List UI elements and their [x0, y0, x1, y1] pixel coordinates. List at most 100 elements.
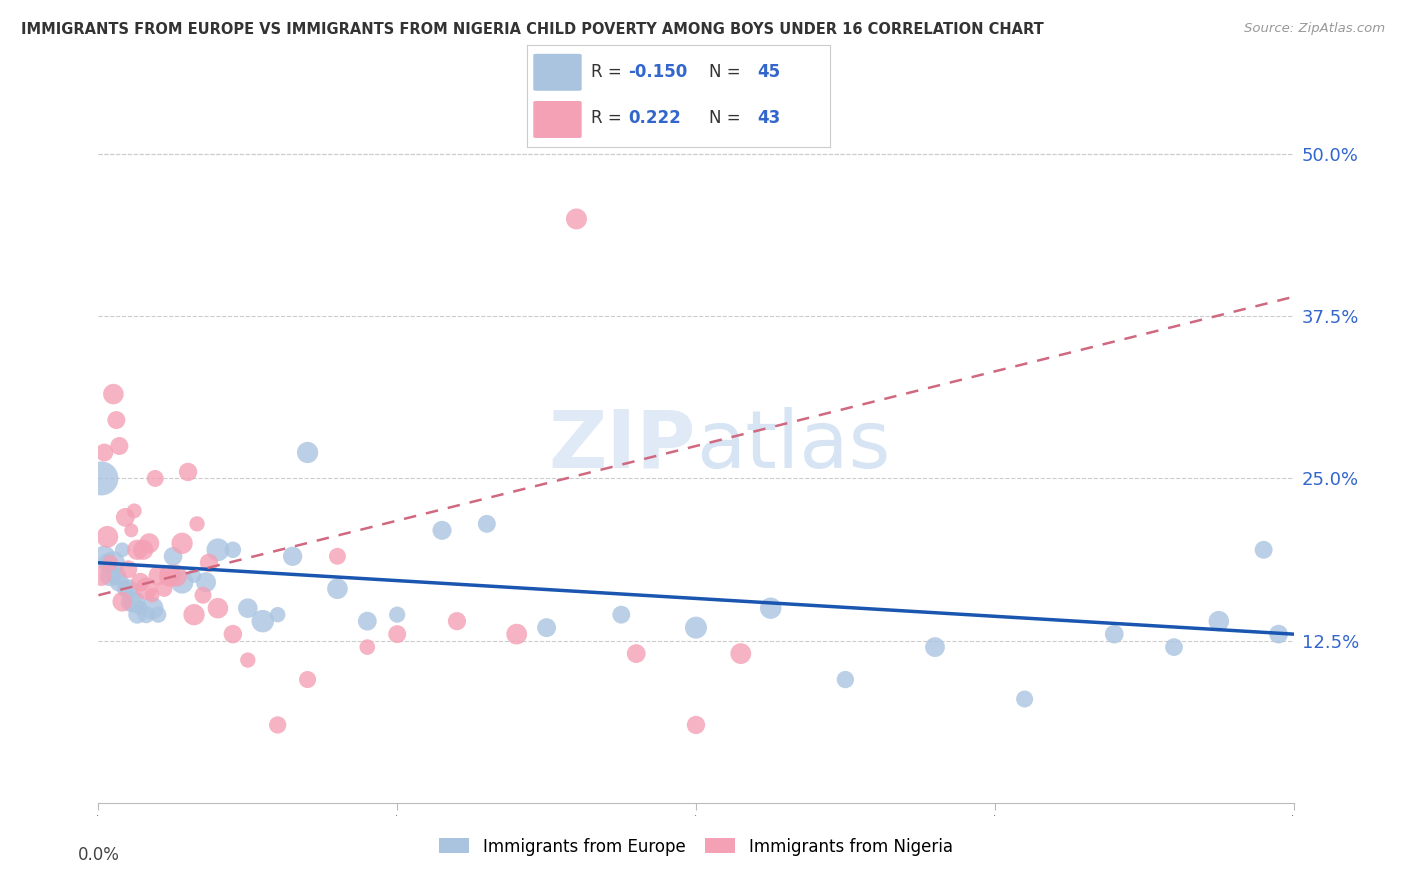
Point — [195, 575, 218, 590]
Point — [1104, 627, 1126, 641]
Point — [430, 524, 453, 538]
Point — [165, 568, 187, 582]
Point — [114, 582, 136, 596]
Point — [132, 542, 155, 557]
Point — [124, 595, 146, 609]
Point — [924, 640, 946, 654]
Point — [98, 568, 122, 582]
Point — [1163, 640, 1185, 654]
Point — [1014, 692, 1036, 706]
Legend: Immigrants from Europe, Immigrants from Nigeria: Immigrants from Europe, Immigrants from … — [433, 831, 959, 863]
Point — [117, 562, 139, 576]
Point — [446, 614, 468, 628]
Point — [222, 627, 245, 641]
Text: R =: R = — [591, 110, 631, 128]
Text: Source: ZipAtlas.com: Source: ZipAtlas.com — [1244, 22, 1385, 36]
Point — [96, 530, 118, 544]
Point — [281, 549, 304, 564]
Point — [356, 640, 378, 654]
Point — [103, 556, 125, 570]
Point — [120, 595, 142, 609]
Point — [385, 607, 409, 622]
Point — [153, 582, 176, 596]
FancyBboxPatch shape — [533, 54, 582, 91]
Text: N =: N = — [709, 110, 745, 128]
Point — [730, 647, 752, 661]
Point — [236, 653, 259, 667]
Point — [141, 588, 163, 602]
Point — [685, 621, 707, 635]
Point — [93, 549, 115, 564]
Point — [385, 627, 409, 641]
Point — [356, 614, 378, 628]
Point — [759, 601, 782, 615]
Point — [111, 595, 134, 609]
Point — [111, 542, 134, 557]
Point — [252, 614, 274, 628]
Point — [198, 556, 221, 570]
Point — [475, 516, 498, 531]
Point — [105, 568, 128, 582]
Point — [90, 568, 112, 582]
Point — [93, 445, 115, 459]
Point — [222, 542, 245, 557]
Text: -0.150: -0.150 — [628, 63, 688, 81]
Point — [834, 673, 856, 687]
Point — [127, 542, 149, 557]
Text: 0.0%: 0.0% — [77, 846, 120, 863]
Point — [297, 673, 319, 687]
Point — [297, 445, 319, 459]
Point — [120, 524, 142, 538]
Point — [172, 536, 194, 550]
Point — [207, 601, 229, 615]
Point — [162, 549, 184, 564]
Text: 0.222: 0.222 — [628, 110, 682, 128]
Point — [103, 387, 125, 401]
Point — [1208, 614, 1230, 628]
Point — [96, 556, 118, 570]
Point — [267, 607, 290, 622]
Text: IMMIGRANTS FROM EUROPE VS IMMIGRANTS FROM NIGERIA CHILD POVERTY AMONG BOYS UNDER: IMMIGRANTS FROM EUROPE VS IMMIGRANTS FRO… — [21, 22, 1043, 37]
Point — [129, 601, 152, 615]
Point — [124, 504, 146, 518]
Point — [159, 568, 181, 582]
Text: ZIP: ZIP — [548, 407, 696, 485]
Point — [685, 718, 707, 732]
Point — [105, 413, 128, 427]
Text: R =: R = — [591, 63, 627, 81]
Point — [191, 588, 214, 602]
Point — [117, 582, 139, 596]
Point — [90, 471, 112, 485]
Point — [141, 601, 163, 615]
Point — [129, 575, 152, 590]
Text: 43: 43 — [756, 110, 780, 128]
FancyBboxPatch shape — [533, 101, 582, 138]
Point — [267, 718, 290, 732]
Point — [536, 621, 558, 635]
Point — [183, 607, 205, 622]
Point — [326, 549, 349, 564]
Text: 45: 45 — [756, 63, 780, 81]
Point — [326, 582, 349, 596]
Point — [183, 568, 205, 582]
Point — [98, 556, 122, 570]
Point — [1253, 542, 1275, 557]
Point — [114, 510, 136, 524]
Point — [565, 211, 588, 226]
Point — [506, 627, 529, 641]
Point — [148, 568, 170, 582]
Point — [626, 647, 648, 661]
Point — [138, 536, 160, 550]
Point — [143, 471, 166, 485]
Point — [108, 575, 131, 590]
Point — [148, 607, 170, 622]
Point — [236, 601, 259, 615]
Point — [135, 582, 157, 596]
Point — [135, 607, 157, 622]
Point — [127, 607, 149, 622]
Point — [186, 516, 208, 531]
Point — [207, 542, 229, 557]
Text: atlas: atlas — [696, 407, 890, 485]
Point — [172, 575, 194, 590]
Point — [1267, 627, 1289, 641]
